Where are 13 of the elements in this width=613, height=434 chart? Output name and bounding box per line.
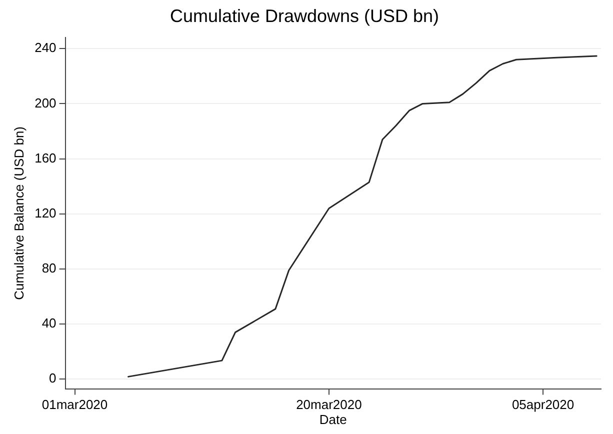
chart-title: Cumulative Drawdowns (USD bn) <box>170 6 440 26</box>
y-tick-label: 0 <box>49 370 56 386</box>
x-axis-title: Date <box>319 412 347 427</box>
x-tick-label: 20mar2020 <box>296 397 362 412</box>
y-tick-label: 80 <box>42 260 56 276</box>
y-tick-label: 40 <box>42 316 56 331</box>
y-axis-title: Cumulative Balance (USD bn) <box>11 126 26 300</box>
y-tick-label: 160 <box>34 150 56 166</box>
x-tick-label: 05apr2020 <box>512 397 574 412</box>
y-tick-label: 120 <box>34 205 56 220</box>
y-tick-label: 240 <box>34 40 56 56</box>
x-tick-label: 01mar2020 <box>42 397 108 412</box>
y-tick-label: 200 <box>34 95 56 110</box>
